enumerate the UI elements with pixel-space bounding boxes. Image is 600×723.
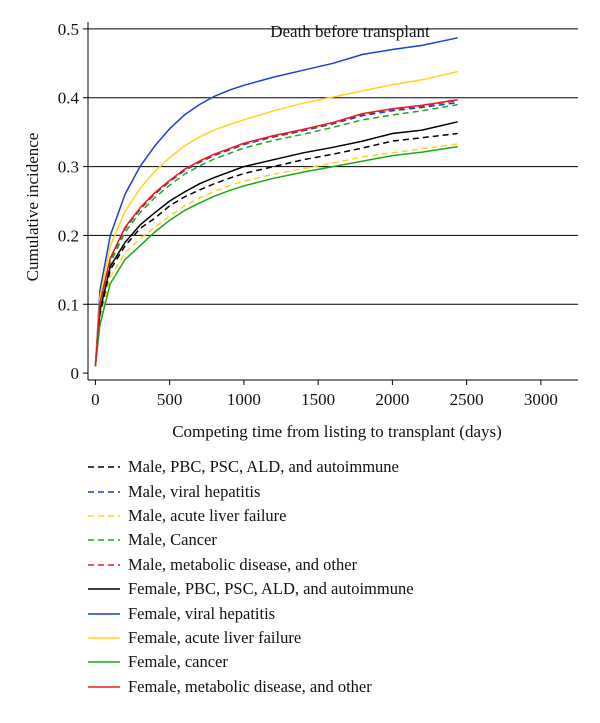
legend-swatch bbox=[88, 661, 120, 664]
legend-label: Male, metabolic disease, and other bbox=[128, 554, 358, 574]
series-line-1 bbox=[94, 132, 458, 367]
legend-label: Male, PBC, PSC, ALD, and autoimmune bbox=[128, 457, 399, 477]
x-axis-title: Competing time from listing to transplan… bbox=[172, 422, 502, 441]
x-tick-label: 2000 bbox=[375, 390, 409, 409]
series-lines bbox=[94, 37, 458, 367]
legend-swatch bbox=[88, 539, 120, 542]
series-line-2 bbox=[94, 101, 458, 367]
legend-item: Male, viral hepatitis bbox=[88, 479, 414, 503]
legend-swatch bbox=[88, 612, 120, 615]
legend-label: Male, Cancer bbox=[128, 530, 217, 550]
x-tick-label: 1500 bbox=[301, 390, 335, 409]
legend-swatch bbox=[88, 564, 120, 566]
legend-label: Male, viral hepatitis bbox=[128, 481, 261, 501]
legend-label: Female, PBC, PSC, ALD, and autoimmune bbox=[128, 579, 414, 599]
series-line-7 bbox=[94, 37, 458, 367]
y-tick-label: 0.3 bbox=[58, 158, 79, 177]
legend-label: Female, metabolic disease, and other bbox=[128, 676, 372, 696]
y-tick-label: 0.5 bbox=[58, 20, 79, 39]
series-line-6 bbox=[94, 121, 458, 367]
legend: Male, PBC, PSC, ALD, and autoimmune Male,… bbox=[88, 455, 414, 699]
y-tick-label: 0.2 bbox=[58, 226, 79, 245]
legend-item: Male, metabolic disease, and other bbox=[88, 553, 414, 577]
legend-item: Male, Cancer bbox=[88, 528, 414, 552]
y-tick-label: 0.1 bbox=[58, 295, 79, 314]
series-line-9 bbox=[94, 145, 458, 367]
series-line-3 bbox=[94, 143, 458, 367]
x-tick-label: 1000 bbox=[227, 390, 261, 409]
legend-item: Female, metabolic disease, and other bbox=[88, 675, 414, 699]
legend-swatch bbox=[88, 490, 120, 493]
y-axis-title: Cumulative incidence bbox=[23, 133, 42, 282]
series-line-10 bbox=[94, 99, 458, 367]
x-tick-label: 2500 bbox=[450, 390, 484, 409]
legend-item: Female, cancer bbox=[88, 650, 414, 674]
legend-swatch bbox=[88, 515, 120, 517]
legend-swatch bbox=[88, 466, 120, 468]
legend-swatch bbox=[88, 685, 120, 688]
legend-item: Female, PBC, PSC, ALD, and autoimmune bbox=[88, 577, 414, 601]
legend-label: Female, viral hepatitis bbox=[128, 603, 276, 623]
y-tick-label: 0 bbox=[71, 364, 80, 383]
legend-item: Male, PBC, PSC, ALD, and autoimmune bbox=[88, 455, 414, 479]
x-tick-label: 0 bbox=[91, 390, 100, 409]
legend-label: Female, acute liver failure bbox=[128, 627, 302, 647]
y-tick-label: 0.4 bbox=[58, 89, 80, 108]
chart-title: Death before transplant bbox=[270, 22, 430, 41]
legend-item: Male, acute liver failure bbox=[88, 504, 414, 528]
axes: 0 0.1 0.2 0.3 0.4 0.5 0 500 1000 1500 2000 2500 3000 bbox=[58, 20, 578, 409]
x-tick-label: 3000 bbox=[524, 390, 558, 409]
legend-label: Female, cancer bbox=[128, 652, 228, 672]
series-line-4 bbox=[94, 103, 458, 367]
legend-item: Female, viral hepatitis bbox=[88, 601, 414, 625]
legend-item: Female, acute liver failure bbox=[88, 626, 414, 650]
x-tick-label: 500 bbox=[157, 390, 183, 409]
legend-swatch bbox=[88, 637, 120, 639]
legend-swatch bbox=[88, 588, 120, 590]
series-line-8 bbox=[94, 70, 458, 367]
legend-label: Male, acute liver failure bbox=[128, 505, 287, 525]
